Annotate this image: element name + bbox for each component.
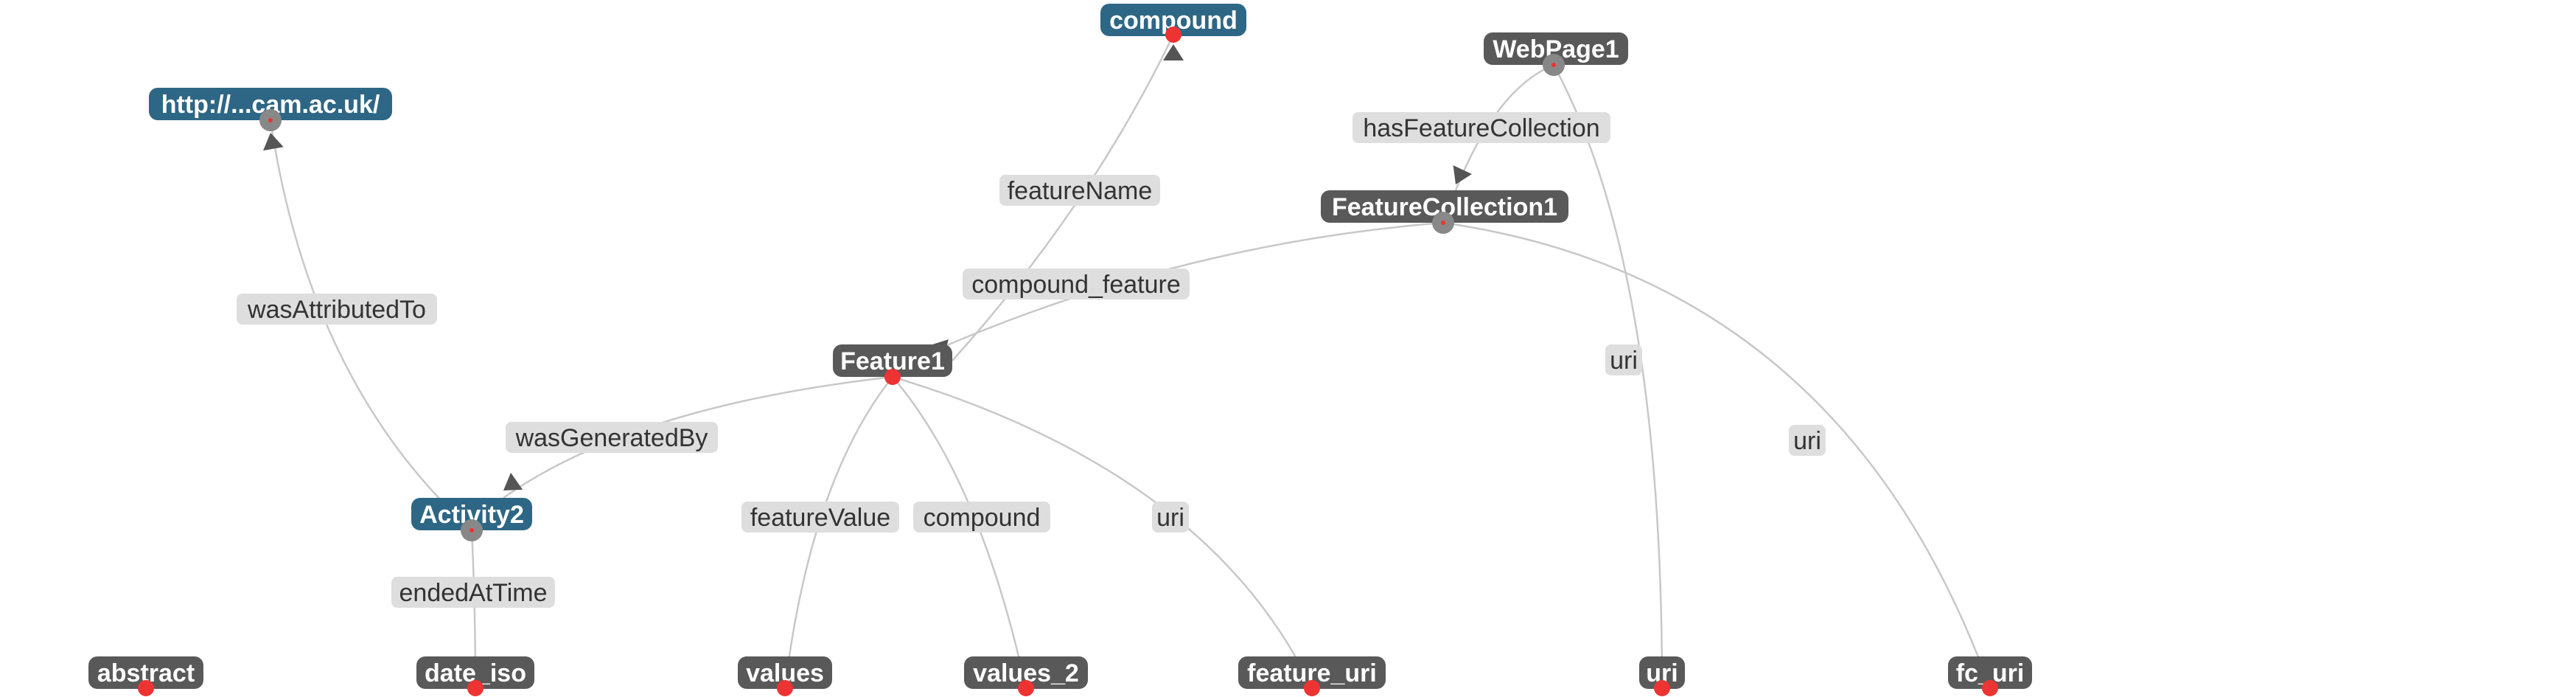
edge-label[interactable]: featureName	[999, 175, 1160, 206]
edge-uri-fc[interactable]	[1442, 221, 1992, 689]
node-box	[964, 656, 1088, 689]
edge-line	[503, 375, 893, 499]
node-box	[1948, 656, 2032, 689]
edge-wasattributedto[interactable]	[260, 119, 472, 531]
edge-uri-webpage[interactable]	[1552, 64, 1664, 689]
edge-label[interactable]: wasGeneratedBy	[506, 422, 718, 453]
node-featurecollection1[interactable]: FeatureCollection1	[1321, 190, 1568, 234]
edge-line	[269, 119, 472, 531]
edge-label-text: featureValue	[750, 504, 890, 532]
node-box	[1100, 4, 1246, 36]
edge-label-bg	[237, 294, 437, 325]
node-box	[738, 656, 832, 689]
port-handle[interactable]	[1304, 680, 1320, 696]
port-dot	[268, 118, 273, 122]
node-box	[416, 656, 534, 689]
node-box	[1238, 656, 1386, 689]
edge-label-text: endedAtTime	[399, 579, 548, 607]
edge-label-bg	[506, 422, 718, 453]
edge-label-text: hasFeatureCollection	[1363, 114, 1599, 142]
port-handle[interactable]	[1018, 680, 1034, 696]
edge-label-text: uri	[1156, 504, 1184, 532]
port-dot	[470, 528, 474, 533]
edge-label[interactable]: compound	[913, 502, 1050, 533]
edge-line	[1442, 221, 1992, 689]
edge-label[interactable]: compound_feature	[963, 268, 1190, 299]
port-handle[interactable]	[1165, 27, 1181, 43]
edge-label[interactable]: wasAttributedTo	[237, 294, 437, 325]
node-date-iso[interactable]: date_iso	[416, 656, 534, 696]
node-values-2[interactable]: values_2	[964, 656, 1088, 696]
edge-label-bg	[391, 577, 555, 608]
node-box	[833, 344, 952, 377]
edge-label-text: uri	[1610, 347, 1638, 375]
edge-line	[1552, 64, 1664, 689]
arrowhead-icon	[263, 133, 284, 151]
node-compound-class[interactable]: compound	[1100, 4, 1246, 43]
edge-label[interactable]: featureValue	[741, 502, 899, 533]
edge-label[interactable]: hasFeatureCollection	[1352, 112, 1610, 143]
edge-label-bg	[999, 175, 1160, 206]
edge-label[interactable]: uri	[1152, 502, 1189, 533]
edge-label-bg	[963, 268, 1190, 299]
node-box	[1639, 656, 1685, 689]
edge-label-bg	[1605, 344, 1642, 375]
edge-label[interactable]: uri	[1605, 344, 1642, 375]
edge-label-bg	[741, 502, 899, 533]
node-box	[1321, 190, 1568, 223]
edge-line	[929, 221, 1444, 354]
edge-label-bg	[1152, 502, 1189, 533]
port-handle[interactable]	[138, 680, 154, 696]
edge-label-bg	[1789, 425, 1826, 456]
node-abstract[interactable]: abstract	[88, 656, 203, 696]
port-handle[interactable]	[884, 369, 901, 385]
node-box	[88, 656, 203, 689]
edge-label-bg	[1352, 112, 1610, 143]
node-feature-uri[interactable]: feature_uri	[1238, 656, 1386, 696]
edge-label-text: uri	[1793, 427, 1821, 455]
node-uri[interactable]: uri	[1639, 656, 1685, 696]
node-feature1[interactable]: Feature1	[833, 344, 952, 385]
node-box	[149, 88, 392, 120]
node-values[interactable]: values	[738, 656, 832, 696]
arrowhead-icon	[1163, 44, 1184, 60]
arrowhead-icon	[503, 472, 523, 490]
edge-line	[1454, 63, 1554, 191]
edge-label-text: featureName	[1008, 177, 1153, 205]
edge-label-text: compound_feature	[971, 271, 1181, 299]
port-dot	[1441, 221, 1445, 225]
port-dot	[1551, 63, 1556, 67]
edge-label-bg	[913, 502, 1050, 533]
edge-label-text: wasGeneratedBy	[515, 424, 708, 452]
node-activity2[interactable]: Activity2	[411, 498, 532, 541]
edge-label[interactable]: endedAtTime	[391, 577, 555, 608]
edge-label-text: compound	[924, 504, 1041, 532]
port-handle[interactable]	[1654, 680, 1670, 696]
edge-labels-layer: featureName hasFeatureCollection compound_…	[237, 112, 1826, 608]
node-cam-uri[interactable]: http://...cam.ac.uk/	[149, 88, 392, 131]
edge-label-text: wasAttributedTo	[247, 296, 426, 324]
arrowhead-icon	[1453, 165, 1472, 184]
edge-label[interactable]: uri	[1789, 425, 1826, 456]
node-fc-uri[interactable]: fc_uri	[1948, 656, 2032, 696]
edge-wasgeneratedby[interactable]	[498, 375, 893, 499]
nodes-layer: compound WebPage1 http://...cam.ac.uk/Feat…	[88, 4, 2032, 696]
node-box	[1484, 32, 1628, 65]
node-box	[411, 498, 532, 530]
port-handle[interactable]	[1982, 680, 1998, 696]
port-handle[interactable]	[777, 680, 793, 696]
node-webpage1[interactable]: WebPage1	[1484, 32, 1628, 76]
edge-hasfc[interactable]	[1446, 63, 1554, 191]
port-handle[interactable]	[467, 680, 484, 696]
